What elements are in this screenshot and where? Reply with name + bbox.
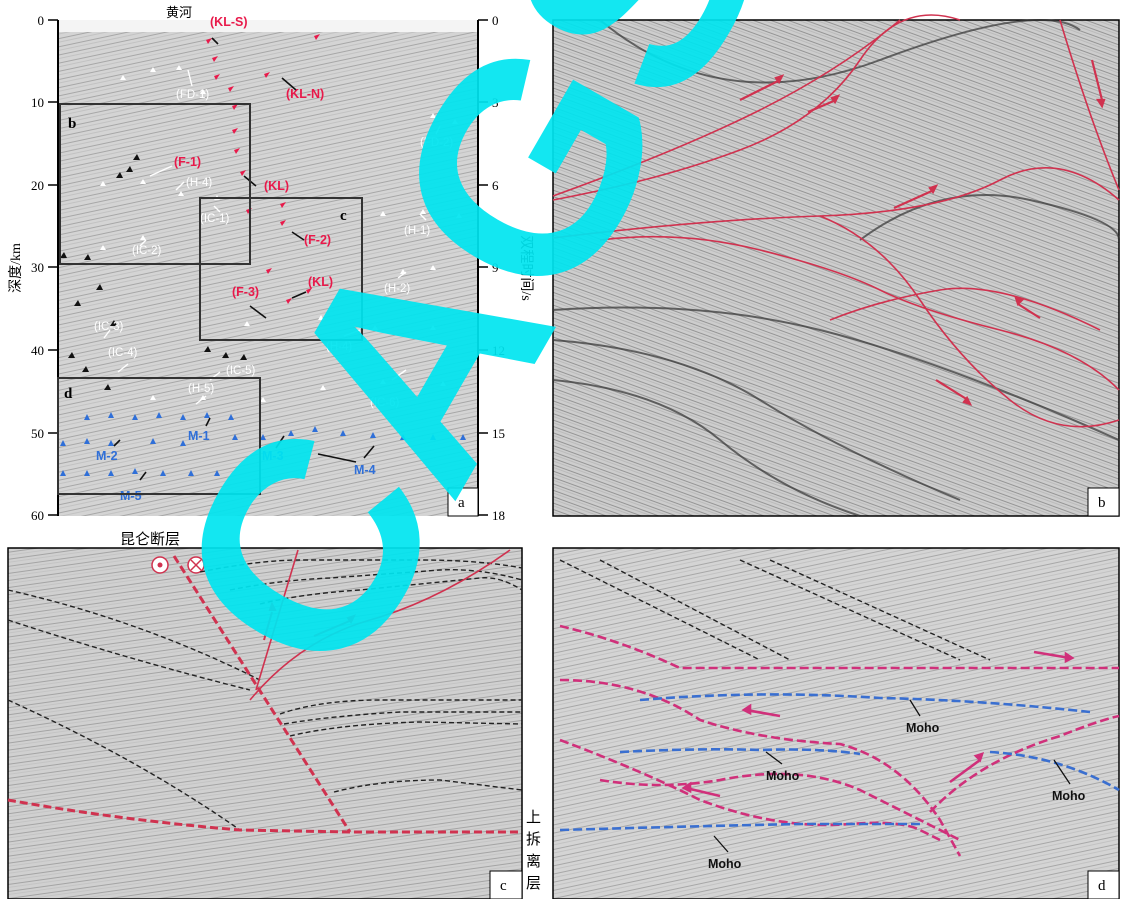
detachment-char: 拆 [526, 831, 541, 848]
depth-tick: 20 [31, 178, 44, 193]
inset-letter: c [340, 208, 347, 224]
panel-letter: b [1098, 495, 1106, 511]
detachment-char: 离 [526, 853, 541, 870]
panel-b-letter-box [1087, 487, 1120, 517]
panel-letter: d [1098, 878, 1106, 894]
moho-label: M-4 [354, 463, 376, 477]
fault-label: (KL-S) [210, 15, 248, 29]
panel-letter: a [458, 495, 465, 511]
moho-label: Moho [1052, 789, 1086, 803]
time-tick: 0 [492, 13, 499, 28]
moho-label: M-2 [96, 449, 118, 463]
horizon-label: (H-5) [188, 383, 214, 395]
fault-label: (F-2) [304, 233, 331, 247]
fault-label: (F-3) [232, 285, 259, 299]
depth-tick: 30 [31, 260, 44, 275]
moho-label: M-5 [120, 489, 142, 503]
panel-d-seismic [552, 547, 1120, 899]
inset-box-d [57, 377, 261, 495]
yellow-river-label: 黄河 [166, 5, 192, 20]
fault-label: (F-1) [174, 155, 201, 169]
inset-box-b [59, 103, 251, 265]
panel-c: 昆仑断层 上 [7, 531, 541, 899]
detachment-char: 上 [526, 809, 541, 826]
inset-box-c [199, 197, 363, 341]
panel-b: b [552, 14, 1121, 517]
panel-a-seismic [58, 20, 478, 516]
time-tick: 6 [492, 178, 499, 193]
panel-a: 0 10 20 30 40 50 60 0 3 6 9 12 15 18 深度/… [8, 5, 534, 523]
moho-label: Moho [766, 769, 800, 783]
time-tick: 12 [492, 343, 505, 358]
horizon-label: (FD-2) [420, 137, 453, 149]
panel-d: Moho Moho Moho Moho d [552, 547, 1120, 899]
horizon-label: (IC-5) [226, 365, 256, 377]
horizon-label: (IC-3) [94, 321, 124, 333]
kunlun-fault-label: 昆仑断层 [120, 531, 180, 548]
time-tick: 18 [492, 508, 505, 523]
horizon-label: (FD-1) [176, 89, 209, 101]
time-tick: 9 [492, 260, 499, 275]
horizon-label: (H-2) [384, 283, 410, 295]
horizon-label: (H-1) [404, 225, 430, 237]
horizon-label: (H-4) [326, 341, 352, 353]
horizon-label: (IC-1) [200, 213, 230, 225]
detachment-char: 层 [526, 876, 541, 892]
depth-tick: 0 [38, 13, 45, 28]
moho-label: Moho [708, 857, 742, 871]
fault-label: (KL) [264, 179, 289, 193]
fault-label: (KL) [308, 275, 333, 289]
time-tick: 15 [492, 426, 505, 441]
inset-letter: b [68, 116, 76, 132]
panel-c-letter-box [489, 870, 523, 899]
moho-label: M-3 [262, 449, 284, 463]
panel-letter: c [500, 878, 507, 894]
time-axis-label: 双程时间/s [518, 235, 534, 300]
depth-axis-label: 深度/km [8, 243, 24, 293]
horizon-label: (H-4) [186, 177, 212, 189]
depth-tick: 50 [31, 426, 44, 441]
panel-a-letter-box [447, 487, 479, 517]
moho-label: M-1 [188, 429, 210, 443]
depth-tick: 10 [31, 95, 44, 110]
moho-label: Moho [906, 721, 940, 735]
panel-b-seismic [552, 19, 1120, 517]
depth-tick: 40 [31, 343, 44, 358]
horizon-label: (IC-2) [132, 245, 162, 257]
depth-tick: 60 [31, 508, 44, 523]
panel-d-letter-box [1087, 870, 1120, 899]
fault-label: (KL-N) [286, 87, 324, 101]
horizon-label: (IC-6) [370, 397, 400, 409]
horizon-label: (IC-4) [108, 347, 138, 359]
inset-letter: d [64, 386, 73, 402]
time-tick: 3 [492, 95, 499, 110]
